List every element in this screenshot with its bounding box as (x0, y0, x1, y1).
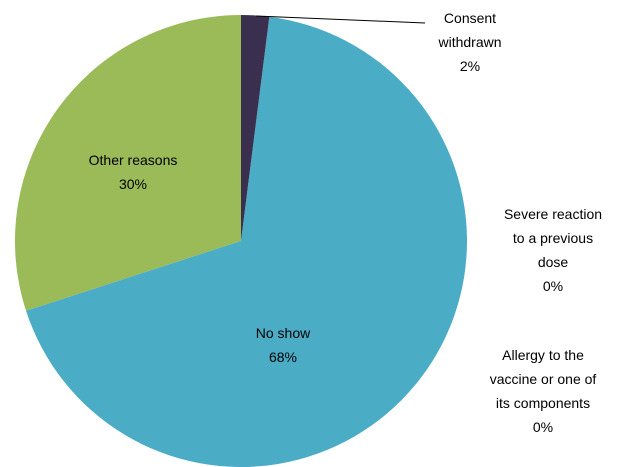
value-label: 0% (542, 278, 564, 294)
value-label: 2% (459, 58, 481, 74)
category-name: No show (255, 325, 311, 341)
category-name: Other reasons (88, 152, 178, 168)
category-name: Allergy to the vaccine or one of its com… (489, 347, 597, 411)
pie-slice (14, 15, 242, 311)
pie-slice (26, 16, 467, 467)
category-name: Severe reaction to a previous dose (503, 206, 603, 270)
value-label: 0% (532, 419, 554, 435)
pie-slice (241, 15, 270, 241)
value-label: 68% (268, 349, 298, 365)
slice-label: Consent withdrawn 2% (415, 6, 525, 78)
slice-label: No show 68% (228, 321, 338, 369)
value-label: 30% (118, 176, 148, 192)
slice-label: Other reasons 30% (68, 148, 198, 196)
slice-label: Severe reaction to a previous dose 0% (498, 202, 608, 298)
category-name: Consent withdrawn (438, 10, 502, 50)
leader-line (255, 15, 426, 24)
slice-label: Allergy to the vaccine or one of its com… (488, 343, 598, 439)
pie-slice (241, 16, 270, 242)
